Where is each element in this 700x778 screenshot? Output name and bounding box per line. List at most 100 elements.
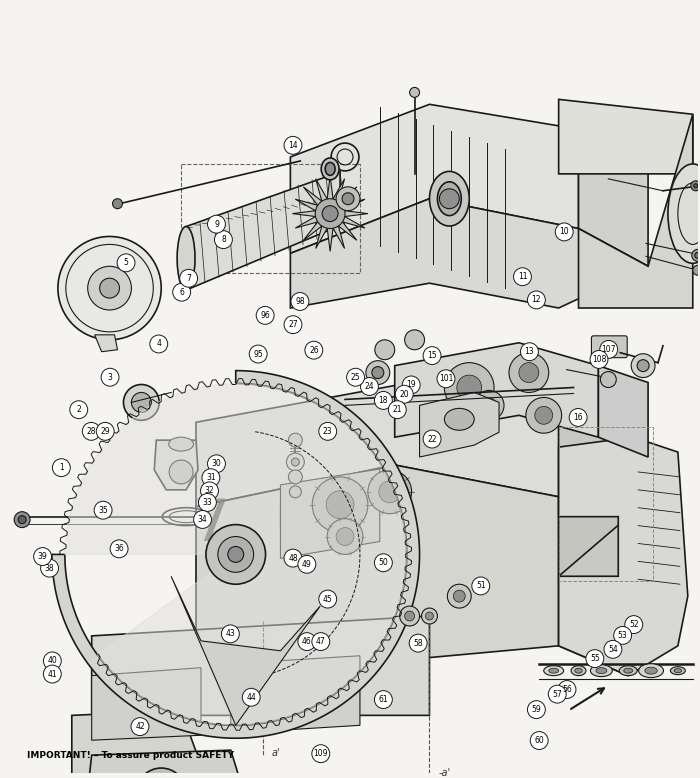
Text: 11: 11: [518, 272, 527, 281]
Text: 20: 20: [400, 390, 409, 399]
Polygon shape: [395, 343, 598, 437]
Circle shape: [410, 87, 419, 97]
Circle shape: [173, 283, 190, 301]
Text: 47: 47: [316, 637, 326, 646]
Text: 10: 10: [559, 227, 569, 237]
Text: 61: 61: [379, 695, 389, 704]
Circle shape: [342, 193, 354, 205]
Ellipse shape: [668, 164, 700, 263]
Text: 45: 45: [323, 594, 332, 604]
Text: 9: 9: [214, 219, 219, 229]
Circle shape: [405, 330, 424, 350]
Circle shape: [366, 361, 390, 384]
Circle shape: [41, 559, 59, 577]
Polygon shape: [65, 384, 407, 725]
Text: 29: 29: [100, 427, 110, 436]
Circle shape: [201, 482, 218, 499]
Text: 2: 2: [76, 405, 81, 414]
Ellipse shape: [575, 668, 582, 673]
Text: 8: 8: [221, 235, 226, 244]
Circle shape: [601, 372, 616, 387]
Circle shape: [70, 401, 88, 419]
Text: 58: 58: [413, 639, 423, 647]
Ellipse shape: [590, 664, 612, 677]
Circle shape: [374, 340, 395, 359]
Ellipse shape: [671, 667, 685, 675]
Circle shape: [694, 184, 698, 187]
Polygon shape: [52, 370, 419, 738]
FancyBboxPatch shape: [592, 336, 627, 358]
Text: 53: 53: [618, 631, 627, 640]
Circle shape: [284, 549, 302, 567]
Circle shape: [117, 254, 135, 272]
Text: 48: 48: [288, 554, 298, 562]
Polygon shape: [172, 576, 320, 725]
Circle shape: [423, 347, 441, 365]
Circle shape: [150, 335, 168, 353]
Circle shape: [336, 187, 360, 211]
Circle shape: [379, 481, 400, 503]
Text: 57: 57: [552, 689, 562, 699]
Ellipse shape: [438, 182, 461, 216]
Circle shape: [326, 491, 354, 519]
Text: 42: 42: [135, 722, 145, 731]
Circle shape: [440, 189, 459, 209]
Polygon shape: [578, 114, 693, 308]
Circle shape: [695, 252, 700, 258]
Circle shape: [288, 433, 302, 447]
Polygon shape: [196, 386, 559, 506]
Circle shape: [199, 493, 216, 511]
Circle shape: [604, 640, 622, 658]
Circle shape: [374, 691, 392, 709]
Circle shape: [52, 459, 70, 477]
Circle shape: [136, 768, 186, 778]
Text: 49: 49: [302, 560, 312, 569]
Circle shape: [519, 363, 539, 383]
Circle shape: [590, 351, 608, 369]
Circle shape: [132, 392, 151, 412]
Text: 21: 21: [393, 405, 402, 414]
Circle shape: [305, 342, 323, 359]
Circle shape: [169, 460, 193, 484]
Text: 109: 109: [314, 749, 328, 759]
Text: -a': -a': [438, 768, 451, 778]
Polygon shape: [186, 172, 340, 290]
Text: 4: 4: [156, 339, 161, 349]
Circle shape: [528, 291, 545, 309]
Ellipse shape: [326, 163, 335, 175]
Circle shape: [206, 524, 265, 584]
Circle shape: [368, 470, 412, 513]
Circle shape: [625, 615, 643, 633]
Circle shape: [318, 422, 337, 440]
Circle shape: [509, 352, 549, 392]
Circle shape: [207, 455, 225, 473]
Ellipse shape: [645, 668, 657, 675]
Text: 19: 19: [407, 380, 416, 390]
Circle shape: [405, 611, 414, 621]
Circle shape: [88, 266, 132, 310]
Circle shape: [692, 250, 700, 261]
Text: 39: 39: [38, 552, 48, 561]
Ellipse shape: [638, 664, 664, 678]
Circle shape: [228, 546, 244, 562]
Polygon shape: [231, 656, 360, 733]
Ellipse shape: [321, 158, 339, 180]
Circle shape: [637, 359, 649, 372]
Circle shape: [410, 634, 427, 652]
Polygon shape: [154, 440, 198, 490]
Circle shape: [400, 606, 419, 626]
Text: 33: 33: [202, 498, 212, 507]
Circle shape: [110, 540, 128, 558]
Text: 98: 98: [295, 297, 304, 306]
Text: 22: 22: [427, 435, 437, 443]
Circle shape: [535, 406, 553, 424]
Polygon shape: [196, 465, 559, 675]
Text: 54: 54: [608, 645, 618, 654]
Ellipse shape: [177, 226, 195, 290]
Circle shape: [214, 231, 232, 249]
Text: 34: 34: [197, 515, 207, 524]
Circle shape: [43, 665, 62, 683]
Circle shape: [426, 612, 433, 620]
Polygon shape: [419, 392, 499, 457]
Text: 27: 27: [288, 321, 298, 329]
